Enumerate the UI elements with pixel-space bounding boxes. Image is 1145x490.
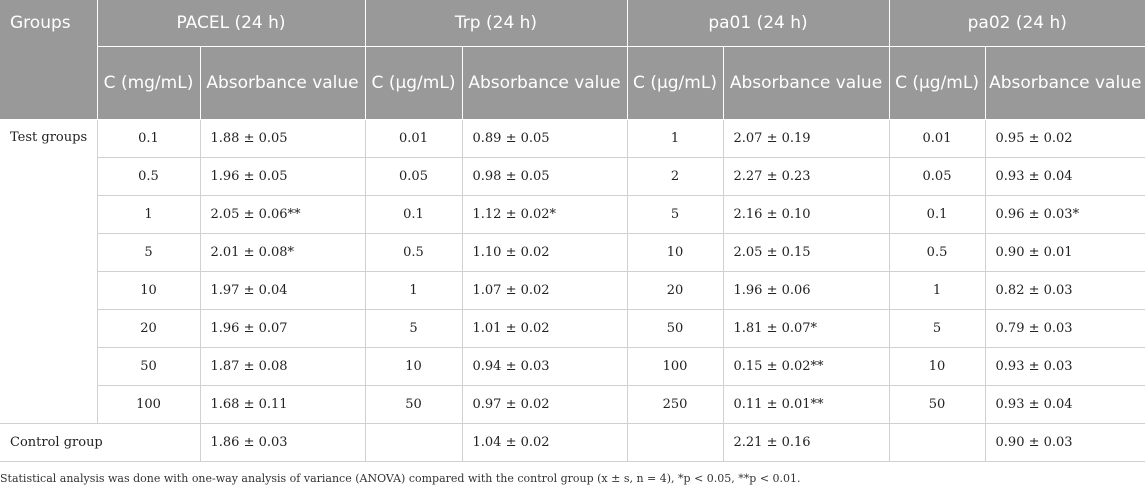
absorbance-cell: 0.15 ± 0.02** [723,347,890,386]
concentration-cell: 50 [365,385,463,424]
concentration-cell: 1 [627,119,724,158]
drug-header-pa01: pa01 (24 h) [627,0,890,47]
value-header: Absorbance value [462,46,628,120]
table-row: 100 1.68 ± 0.11 50 0.97 ± 0.02 250 0.11 ± 0.0… [0,385,1145,424]
absorbance-cell: 1.96 ± 0.07 [200,309,366,348]
concentration-cell: 5 [889,309,986,348]
concentration-cell: 50 [627,309,724,348]
absorbance-cell: 0.11 ± 0.01** [723,385,890,424]
absorbance-cell: 2.07 ± 0.19 [723,119,890,158]
conc-header: C (mg/mL) [97,46,201,120]
concentration-cell: 0.5 [365,233,463,272]
concentration-cell: 20 [97,309,201,348]
absorbance-cell: 1.97 ± 0.04 [200,271,366,310]
concentration-cell: 0.01 [889,119,986,158]
concentration-cell: 50 [889,385,986,424]
absorbance-cell: 2.05 ± 0.06** [200,195,366,234]
drug-header-trp: Trp (24 h) [365,0,628,47]
concentration-cell: 0.05 [365,157,463,196]
footnote: Statistical analysis was done with one-w… [0,472,801,485]
empty-cell [365,423,463,462]
table-row: 50 1.87 ± 0.08 10 0.94 ± 0.03 100 0.15 ± 0.02… [0,347,1145,386]
concentration-cell: 0.05 [889,157,986,196]
table-row: 0.5 1.96 ± 0.05 0.05 0.98 ± 0.05 2 2.27 ± 0.2… [0,157,1145,196]
absorbance-cell: 0.82 ± 0.03 [985,271,1145,310]
absorbance-cell: 0.96 ± 0.03* [985,195,1145,234]
absorbance-cell: 2.16 ± 0.10 [723,195,890,234]
table-row: 5 2.01 ± 0.08* 0.5 1.10 ± 0.02 10 2.05 ± 0.15… [0,233,1145,272]
table-row: 20 1.96 ± 0.07 5 1.01 ± 0.02 50 1.81 ± 0.07* 5… [0,309,1145,348]
concentration-cell: 10 [365,347,463,386]
test-groups-label: Test groups [0,119,98,424]
control-row: Control group 1.86 ± 0.03 1.04 ± 0.02 2.21 … [0,423,1145,462]
value-header: Absorbance value [985,46,1145,120]
absorbance-cell: 2.05 ± 0.15 [723,233,890,272]
concentration-cell: 50 [97,347,201,386]
absorbance-cell: 0.95 ± 0.02 [985,119,1145,158]
empty-cell [627,423,724,462]
empty-cell [889,423,986,462]
concentration-cell: 0.1 [365,195,463,234]
control-absorbance-cell: 0.90 ± 0.03 [985,423,1145,462]
absorbance-cell: 1.96 ± 0.05 [200,157,366,196]
drug-header-pacel: PACEL (24 h) [97,0,366,47]
table-row: 10 1.97 ± 0.04 1 1.07 ± 0.02 20 1.96 ± 0.06 1 0… [0,271,1145,310]
absorbance-cell: 0.79 ± 0.03 [985,309,1145,348]
groups-header: Groups [0,0,98,120]
concentration-cell: 5 [365,309,463,348]
conc-header: C (µg/mL) [365,46,463,120]
table-row: Test groups 0.1 1.88 ± 0.05 0.01 0.89 ± 0.05… [0,119,1145,424]
table-row: 1 2.05 ± 0.06** 0.1 1.12 ± 0.02* 5 2.16 ± 0.1… [0,195,1145,234]
concentration-cell: 250 [627,385,724,424]
concentration-cell: 10 [627,233,724,272]
absorbance-cell: 1.12 ± 0.02* [462,195,628,234]
absorbance-cell: 0.89 ± 0.05 [462,119,628,158]
concentration-cell: 20 [627,271,724,310]
concentration-cell: 0.5 [97,157,201,196]
control-absorbance-cell: 2.21 ± 0.16 [723,423,890,462]
absorbance-cell: 0.94 ± 0.03 [462,347,628,386]
absorbance-cell: 2.01 ± 0.08* [200,233,366,272]
concentration-cell: 1 [365,271,463,310]
absorbance-cell: 1.88 ± 0.05 [200,119,366,158]
concentration-cell: 1 [889,271,986,310]
concentration-cell: 1 [97,195,201,234]
concentration-cell: 0.1 [97,119,201,158]
data-table: Groups PACEL (24 h) Trp (24 h) pa01 (24 … [0,0,1145,462]
control-group-label: Control group [0,423,201,462]
control-absorbance-cell: 1.04 ± 0.02 [462,423,628,462]
conc-header: C (µg/mL) [627,46,724,120]
value-header: Absorbance value [723,46,890,120]
concentration-cell: 0.01 [365,119,463,158]
concentration-cell: 100 [97,385,201,424]
absorbance-cell: 1.01 ± 0.02 [462,309,628,348]
absorbance-cell: 0.93 ± 0.04 [985,157,1145,196]
absorbance-cell: 1.07 ± 0.02 [462,271,628,310]
absorbance-cell: 0.93 ± 0.04 [985,385,1145,424]
absorbance-cell: 1.87 ± 0.08 [200,347,366,386]
absorbance-cell: 0.97 ± 0.02 [462,385,628,424]
absorbance-cell: 0.98 ± 0.05 [462,157,628,196]
absorbance-cell: 1.81 ± 0.07* [723,309,890,348]
control-absorbance-cell: 1.86 ± 0.03 [200,423,366,462]
concentration-cell: 0.1 [889,195,986,234]
value-header: Absorbance value [200,46,366,120]
absorbance-cell: 0.93 ± 0.03 [985,347,1145,386]
absorbance-cell: 2.27 ± 0.23 [723,157,890,196]
absorbance-cell: 1.10 ± 0.02 [462,233,628,272]
concentration-cell: 0.5 [889,233,986,272]
conc-header: C (µg/mL) [889,46,986,120]
absorbance-cell: 0.90 ± 0.01 [985,233,1145,272]
concentration-cell: 100 [627,347,724,386]
absorbance-cell: 1.96 ± 0.06 [723,271,890,310]
drug-header-pa02: pa02 (24 h) [889,0,1145,47]
concentration-cell: 10 [97,271,201,310]
concentration-cell: 5 [97,233,201,272]
concentration-cell: 2 [627,157,724,196]
absorbance-cell: 1.68 ± 0.11 [200,385,366,424]
concentration-cell: 5 [627,195,724,234]
concentration-cell: 10 [889,347,986,386]
